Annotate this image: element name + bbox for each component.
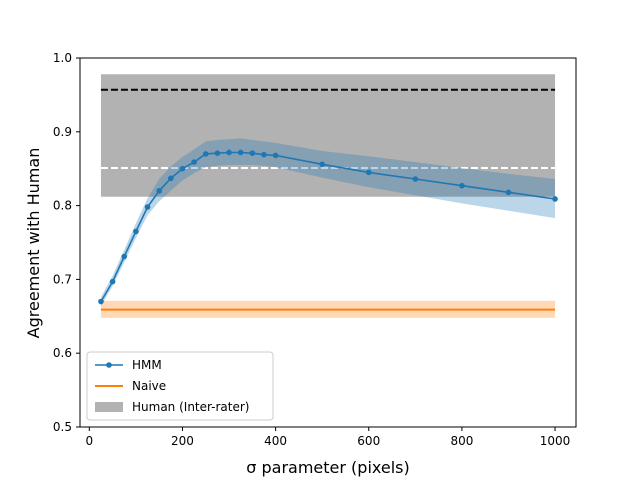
x-tick-label: 600 <box>357 434 380 448</box>
hmm-point <box>412 176 419 182</box>
legend: HMM Naive Human (Inter-rater) <box>86 351 274 421</box>
human-interrater-band <box>100 74 556 197</box>
hmm-point <box>261 151 267 158</box>
y-axis-label: Agreement with Human <box>24 148 43 339</box>
y-tick-label: 0.5 <box>53 420 72 434</box>
x-tick-label: 800 <box>450 434 473 448</box>
hmm-point <box>191 159 197 165</box>
hmm-confidence-band <box>101 138 555 306</box>
hmm-point <box>319 161 325 168</box>
legend-hmm-marker <box>106 362 112 368</box>
legend-human-label: Human (Inter-rater) <box>132 400 250 414</box>
x-tick-label: 400 <box>264 434 287 448</box>
legend-naive-label: Naive <box>132 379 166 393</box>
x-tick-label: 0 <box>85 434 93 448</box>
y-tick-label: 1.0 <box>53 51 72 65</box>
plot-area <box>98 74 558 318</box>
x-tick-label: 200 <box>171 434 194 448</box>
hmm-point <box>109 278 116 285</box>
hmm-point <box>98 298 104 305</box>
hmm-point <box>179 165 186 172</box>
hmm-point <box>365 169 372 176</box>
hmm-line <box>100 151 556 302</box>
y-tick-label: 0.7 <box>53 272 72 286</box>
y-tick-label: 0.6 <box>53 346 72 360</box>
legend-box <box>86 351 274 421</box>
hmm-point <box>272 152 279 159</box>
hmm-point <box>459 182 465 189</box>
hmm-point <box>552 196 558 202</box>
hmm-point <box>505 189 512 196</box>
axes: 0 200 400 600 800 1000 0.5 0.6 0.7 0.8 0.9 1.0 <box>53 51 577 448</box>
hmm-point <box>249 150 256 157</box>
plot-frame <box>79 57 577 428</box>
x-tick-label: 1000 <box>540 434 571 448</box>
hmm-point <box>156 188 162 194</box>
y-tick-label: 0.8 <box>53 199 72 213</box>
hmm-point <box>168 175 174 182</box>
legend-human-swatch <box>95 402 123 412</box>
hmm-point <box>144 204 151 210</box>
hmm-point <box>214 150 221 157</box>
hmm-point <box>121 253 128 260</box>
hmm-point <box>202 151 209 157</box>
hmm-point <box>133 228 139 235</box>
x-axis-label: σ parameter (pixels) <box>246 458 409 477</box>
hmm-point <box>237 149 244 156</box>
legend-hmm-label: HMM <box>132 358 162 372</box>
y-tick-label: 0.9 <box>53 125 72 139</box>
hmm-point <box>226 149 232 156</box>
